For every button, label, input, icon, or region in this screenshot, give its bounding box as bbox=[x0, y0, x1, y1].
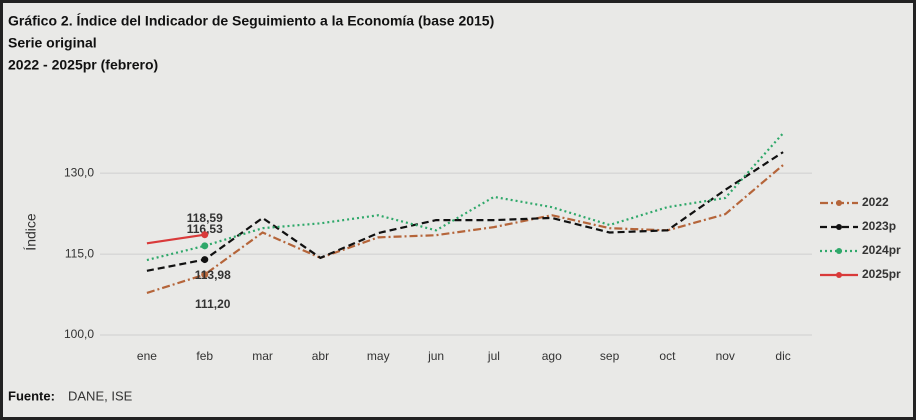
point bbox=[201, 231, 209, 239]
x-tick-label: jun bbox=[427, 349, 444, 363]
point bbox=[201, 256, 209, 264]
data-label: 111,20 bbox=[195, 297, 231, 311]
x-tick-label: jul bbox=[487, 349, 500, 363]
legend-label: 2022 bbox=[862, 195, 889, 209]
y-tick-label: 115,0 bbox=[65, 246, 94, 260]
y-axis-label: Índice bbox=[23, 213, 39, 251]
data-label: 116,53 bbox=[187, 222, 223, 236]
x-tick-label: abr bbox=[312, 349, 329, 363]
background bbox=[3, 3, 913, 417]
chart-title: Gráfico 2. Índice del Indicador de Segui… bbox=[8, 13, 494, 29]
source-label: Fuente: bbox=[8, 388, 55, 403]
point bbox=[201, 271, 209, 279]
point bbox=[201, 242, 209, 250]
x-tick-label: nov bbox=[716, 349, 735, 363]
legend-marker bbox=[836, 248, 842, 254]
x-tick-label: mar bbox=[252, 349, 273, 363]
y-tick-label: 130,0 bbox=[64, 165, 94, 179]
x-tick-label: sep bbox=[600, 349, 620, 363]
series-line bbox=[146, 233, 205, 245]
x-tick-label: oct bbox=[659, 349, 676, 363]
subtitle: Serie original bbox=[8, 35, 97, 51]
x-tick-label: feb bbox=[196, 349, 213, 363]
legend-label: 2025pr bbox=[862, 267, 901, 281]
legend-label: 2023p bbox=[862, 219, 896, 233]
legend-marker bbox=[836, 224, 842, 230]
period: 2022 - 2025pr (febrero) bbox=[8, 57, 158, 73]
series-line bbox=[146, 151, 784, 272]
x-tick-label: dic bbox=[775, 349, 790, 363]
series-line bbox=[146, 164, 784, 294]
source: DANE, ISE bbox=[68, 388, 133, 403]
legend-marker bbox=[836, 200, 842, 206]
data-label: 118,59 bbox=[187, 211, 223, 225]
legend-label: 2024pr bbox=[862, 243, 901, 257]
legend-marker bbox=[836, 272, 842, 278]
x-tick-label: may bbox=[367, 349, 390, 363]
x-tick-label: ago bbox=[542, 349, 562, 363]
y-tick-label: 100,0 bbox=[64, 327, 94, 341]
x-tick-label: ene bbox=[137, 349, 157, 363]
data-label: 113,98 bbox=[195, 268, 231, 282]
